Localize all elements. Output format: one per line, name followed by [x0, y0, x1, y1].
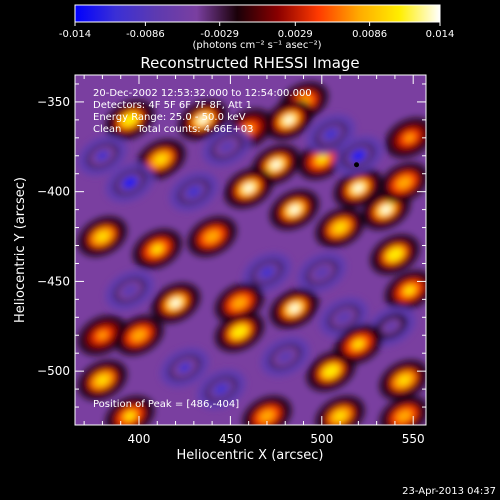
- heatmap-blob: [251, 144, 301, 185]
- colorbar-unit-label: (photons cm⁻² s⁻¹ asec⁻²): [192, 40, 321, 51]
- heatmap-blob: [215, 311, 264, 352]
- y-axis-label: Heliocentric Y (arcsec): [13, 177, 28, 323]
- heatmap-blob: [132, 229, 182, 270]
- x-tick-label: 500: [310, 432, 333, 446]
- x-tick-label: 450: [219, 432, 242, 446]
- heatmap-blob: [385, 117, 426, 158]
- heatmap-blob: [370, 234, 420, 275]
- info-time-range: 20-Dec-2002 12:53:32.000 to 12:54:00.000: [93, 88, 312, 99]
- heatmap-blob: [315, 395, 365, 425]
- heatmap-blob: [242, 395, 292, 425]
- colorbar-tick-label: 0.0086: [352, 29, 387, 40]
- heatmap-blob: [242, 252, 292, 293]
- heatmap-blob: [366, 306, 416, 347]
- info-energy-range: Energy Range: 25.0 - 50.0 keV: [93, 112, 246, 123]
- heatmap-blob: [187, 216, 237, 257]
- heatmap-blob: [105, 270, 155, 311]
- heatmap-blob: [379, 395, 426, 425]
- heatmap-blob: [114, 315, 164, 356]
- heatmap-layer: [77, 81, 426, 425]
- heatmap-blob: [77, 360, 127, 401]
- heatmap-blob: [379, 162, 426, 203]
- heatmap-blob-group: [77, 81, 426, 425]
- colorbar-strip: [74, 4, 441, 23]
- colorbar-ticks: -0.014 -0.0086 -0.0029 0.0029 0.0086 0.014: [59, 22, 454, 40]
- colorbar: -0.014 -0.0086 -0.0029 0.0029 0.0086 0.014 (p…: [59, 4, 454, 51]
- footer-timestamp: 23-Apr-2013 04:37: [402, 486, 496, 497]
- heatmap-blob: [77, 216, 127, 257]
- heatmap-blob: [178, 99, 228, 140]
- heatmap-blob: [77, 315, 127, 356]
- colorbar-tick-label: -0.0029: [200, 29, 239, 40]
- heatmap-blob: [333, 168, 383, 209]
- chart-title: Reconstructed RHESSI Image: [140, 54, 359, 72]
- x-axis-label: Heliocentric X (arcsec): [177, 448, 324, 463]
- heatmap-blob: [260, 336, 310, 377]
- heatmap-blob: [160, 347, 210, 388]
- heatmap-blob: [105, 162, 155, 203]
- heatmap-blob: [105, 99, 155, 140]
- heatmap-blob: [77, 135, 127, 176]
- heatmap-blob: [269, 288, 319, 329]
- colorbar-tick-label: -0.0086: [126, 29, 165, 40]
- plot-frame: [74, 74, 427, 426]
- heatmap-blob: [385, 270, 426, 311]
- heatmap-blob: [333, 135, 383, 176]
- colorbar-tick-label: 0.0029: [278, 29, 313, 40]
- axis-ticks: 400 450 500 550 −350 −400 −450 −500: [37, 75, 426, 446]
- heatmap-blob: [269, 189, 319, 230]
- heatmap-blob: [333, 324, 383, 365]
- info-clean-counts: Clean Total counts: 4.66E+03: [93, 124, 253, 135]
- peak-position-label: Position of Peak = [486,-404]: [93, 399, 239, 410]
- heatmap-blob: [169, 171, 219, 212]
- heatmap-blob: [196, 369, 246, 410]
- heatmap-blob: [151, 282, 201, 323]
- colorbar-tick-label: -0.014: [59, 29, 91, 40]
- heatmap-blob: [202, 126, 252, 167]
- observation-info: 20-Dec-2002 12:53:32.000 to 12:54:00.000…: [93, 88, 312, 135]
- heatmap-blob: [306, 114, 356, 155]
- info-detectors: Detectors: 4F 5F 6F 7F 8F, Att 1: [93, 100, 252, 111]
- heatmap-blob: [105, 395, 155, 425]
- heatmap-blob: [379, 360, 426, 401]
- peak-marker: [354, 162, 360, 168]
- peak-dot: [354, 162, 360, 168]
- heatmap-blob: [224, 168, 274, 209]
- x-tick-label: 550: [402, 432, 425, 446]
- y-tick-label: −400: [37, 185, 70, 199]
- plot-area: 400 450 500 550 −350 −400 −450 −500: [37, 74, 427, 446]
- heatmap-blob: [297, 252, 347, 293]
- heatmap-blob: [264, 99, 314, 140]
- colorbar-tick-label: 0.014: [426, 29, 455, 40]
- y-tick-label: −500: [37, 364, 70, 378]
- x-tick-label: 400: [128, 432, 151, 446]
- heatmap-blob: [315, 207, 365, 248]
- y-tick-label: −450: [37, 274, 70, 288]
- y-tick-label: −350: [37, 95, 70, 109]
